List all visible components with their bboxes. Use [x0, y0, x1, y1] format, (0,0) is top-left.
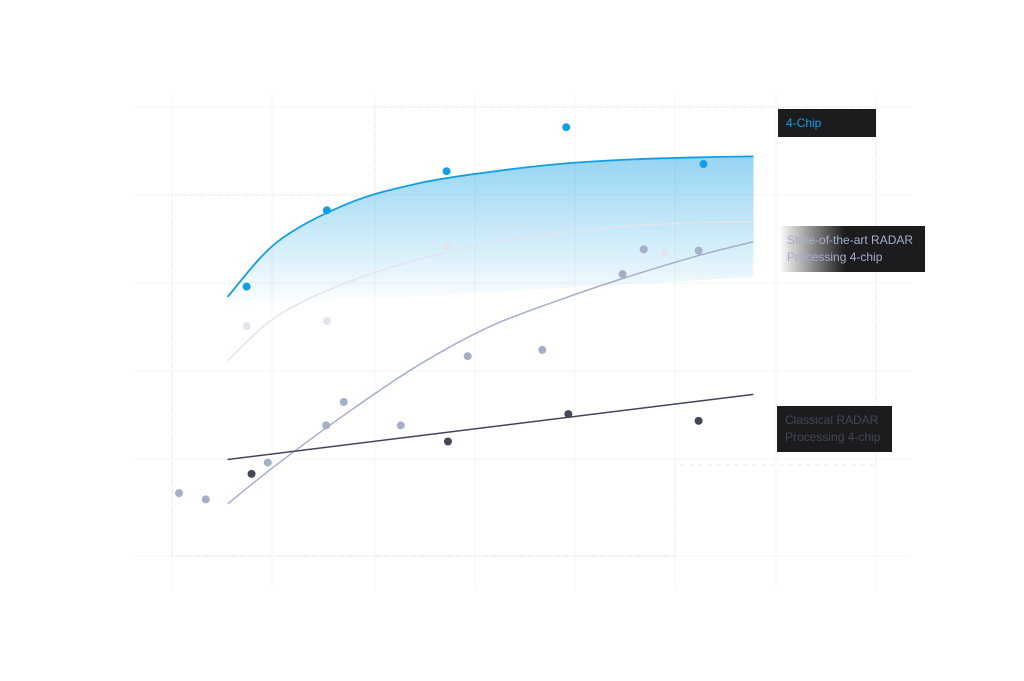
series-1-point-2	[442, 242, 451, 251]
state-of-the-art-radar-processing-4-chip-point-1	[201, 495, 210, 504]
state-of-the-art-radar-processing-4-chip-label: State-of-the-art RADAR Processing 4-chip	[779, 226, 925, 272]
4-chip-label-line-0: 4-Chip	[786, 116, 822, 130]
state-of-the-art-radar-processing-4-chip-point-7	[538, 345, 547, 354]
state-of-the-art-radar-processing-4-chip-trend-line	[227, 240, 754, 505]
classical-radar-processing-4-chip-point-0	[247, 469, 256, 478]
state-of-the-art-radar-processing-4-chip-point-6	[463, 352, 472, 361]
state-of-the-art-radar-processing-4-chip-point-0	[175, 489, 184, 498]
state-of-the-art-radar-processing-4-chip-point-2	[263, 458, 272, 467]
4-chip-point-0	[242, 282, 251, 291]
state-of-the-art-radar-processing-4-chip-point-5	[396, 421, 405, 430]
4-chip-trend-line	[226, 155, 754, 298]
data-points	[175, 123, 708, 504]
series-labels: 4-Chip State-of-the-art RADAR Processing 4…	[777, 109, 925, 452]
4-chip-label-box	[778, 109, 876, 137]
4-chip-point-3	[562, 123, 571, 132]
classical-radar-processing-4-chip-point-2	[564, 410, 573, 419]
classical-radar-processing-4-chip-point-3	[694, 416, 703, 425]
4-chip-area-fill	[227, 156, 754, 307]
classical-radar-processing-4-chip-label-line-1: Processing 4-chip	[785, 430, 881, 444]
state-of-the-art-radar-processing-4-chip-point-10	[694, 246, 703, 255]
classical-radar-processing-4-chip-trend-line	[227, 393, 754, 461]
4-chip-label: 4-Chip	[778, 109, 876, 137]
classical-radar-processing-4-chip-point-1	[443, 437, 452, 446]
state-of-the-art-radar-processing-4-chip-point-9	[639, 245, 648, 254]
state-of-the-art-radar-processing-4-chip-label-line-1: Processing 4-chip	[787, 250, 883, 264]
series-1-point-1	[322, 317, 331, 326]
state-of-the-art-radar-processing-4-chip-label-line-0: State-of-the-art RADAR	[787, 233, 913, 247]
trend-lines	[226, 155, 754, 505]
dashed-frames	[171, 106, 877, 557]
series-1-point-3	[660, 248, 669, 257]
4-chip-point-4	[699, 160, 708, 169]
classical-radar-processing-4-chip-label-line-0: Classical RADAR	[785, 413, 879, 427]
4-chip-point-1	[322, 206, 331, 215]
state-of-the-art-radar-processing-4-chip-point-3	[322, 421, 331, 430]
classical-radar-processing-4-chip-label: Classical RADAR Processing 4-chip	[777, 406, 892, 452]
state-of-the-art-radar-processing-4-chip-point-8	[618, 270, 627, 279]
state-of-the-art-radar-processing-4-chip-point-4	[339, 397, 348, 406]
dashed-frame-outer	[171, 106, 877, 557]
series-1-point-0	[242, 322, 251, 331]
4-chip-point-2	[442, 167, 451, 176]
series-1-trend-line	[227, 220, 754, 362]
classical-radar-processing-4-chip-label-box	[777, 406, 892, 452]
label-fade	[779, 226, 845, 272]
